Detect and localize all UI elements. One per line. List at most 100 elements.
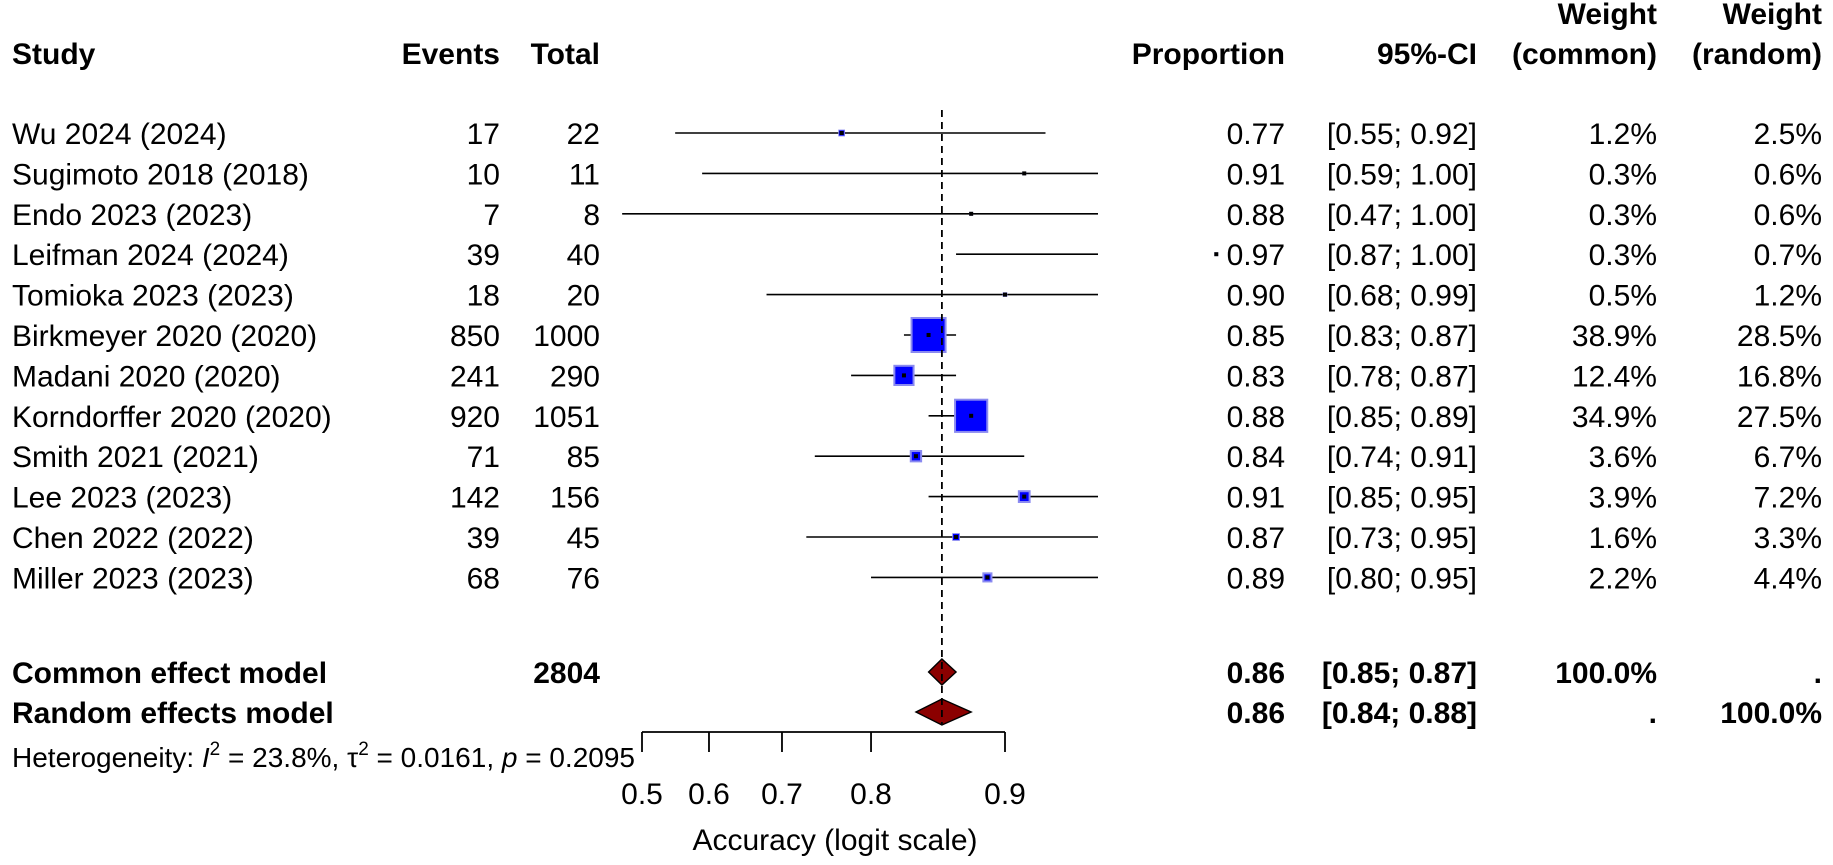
- i2-exponent: 2: [210, 739, 221, 760]
- pooled-weight-common: 100.0%: [1555, 657, 1657, 690]
- study-events: 850: [450, 320, 500, 353]
- study-row: Tomioka 2023 (2023) 18 20 0.90 [0.68; 0.99] 0…: [12, 280, 1822, 313]
- study-events: 68: [467, 562, 500, 595]
- header-weight-random-line1: Weight: [1723, 0, 1822, 31]
- study-point: [839, 131, 844, 135]
- study-name: Leifman 2024 (2024): [12, 239, 289, 272]
- study-rows: Wu 2024 (2024) 17 22 0.77 [0.55; 0.92] 1.2% 2.…: [12, 118, 1822, 595]
- study-total: 290: [550, 360, 600, 393]
- study-weight-common: 38.9%: [1572, 320, 1657, 353]
- header-ci: 95%-CI: [1377, 38, 1477, 71]
- study-row: Miller 2023 (2023) 68 76 0.89 [0.80; 0.95] 2.…: [12, 562, 1822, 595]
- study-name: Miller 2023 (2023): [12, 562, 254, 595]
- p-value: = 0.2095: [517, 742, 635, 773]
- study-proportion: 0.77: [1227, 118, 1285, 151]
- study-point: [1022, 494, 1027, 499]
- study-proportion: 0.83: [1227, 360, 1285, 393]
- study-ci: [0.55; 0.92]: [1327, 118, 1477, 151]
- study-point: [901, 373, 906, 378]
- study-weight-random: 3.3%: [1754, 522, 1822, 555]
- study-events: 920: [450, 401, 500, 434]
- study-proportion: 0.84: [1227, 441, 1285, 474]
- study-weight-random: 0.7%: [1754, 239, 1822, 272]
- study-row: Madani 2020 (2020) 241 290 0.83 [0.78; 0.87]…: [12, 360, 1822, 393]
- pooled-name: Common effect model: [12, 657, 327, 690]
- study-events: 17: [467, 118, 500, 151]
- study-name: Lee 2023 (2023): [12, 482, 232, 515]
- study-events: 71: [467, 441, 500, 474]
- study-ci: [0.83; 0.87]: [1327, 320, 1477, 353]
- study-proportion: 0.88: [1227, 199, 1285, 232]
- study-proportion: 0.97: [1227, 239, 1285, 272]
- pooled-ci: [0.84; 0.88]: [1322, 697, 1477, 730]
- study-events: 10: [467, 158, 500, 191]
- study-total: 40: [567, 239, 600, 272]
- x-tick-label: 0.5: [621, 778, 663, 811]
- study-total: 8: [583, 199, 600, 232]
- study-events: 241: [450, 360, 500, 393]
- header-total: Total: [531, 38, 600, 71]
- study-total: 1051: [533, 401, 600, 434]
- study-weight-common: 3.6%: [1589, 441, 1657, 474]
- study-name: Wu 2024 (2024): [12, 118, 227, 151]
- study-weight-common: 0.3%: [1589, 158, 1657, 191]
- header-weight-common-line1: Weight: [1558, 0, 1657, 31]
- study-events: 18: [467, 280, 500, 313]
- study-weight-common: 2.2%: [1589, 562, 1657, 595]
- i2-value: = 23.8%,: [220, 742, 347, 773]
- study-ci: [0.68; 0.99]: [1327, 280, 1477, 313]
- x-tick-label: 0.6: [688, 778, 730, 811]
- pooled-proportion: 0.86: [1227, 697, 1285, 730]
- study-weight-common: 0.3%: [1589, 239, 1657, 272]
- i2-symbol: I: [202, 742, 210, 773]
- study-weight-random: 1.2%: [1754, 280, 1822, 313]
- study-events: 39: [467, 522, 500, 555]
- study-row: Leifman 2024 (2024) 39 40 0.97 [0.87; 1.00] 0…: [12, 239, 1822, 272]
- study-proportion: 0.91: [1227, 482, 1285, 515]
- study-ci: [0.85; 0.95]: [1327, 482, 1477, 515]
- study-name: Endo 2023 (2023): [12, 199, 252, 232]
- study-weight-common: 1.2%: [1589, 118, 1657, 151]
- study-total: 20: [567, 280, 600, 313]
- study-events: 39: [467, 239, 500, 272]
- study-point: [1214, 252, 1219, 257]
- study-ci: [0.78; 0.87]: [1327, 360, 1477, 393]
- study-name: Chen 2022 (2022): [12, 522, 254, 555]
- study-row: Birkmeyer 2020 (2020) 850 1000 0.85 [0.83; 0…: [12, 317, 1822, 353]
- header-proportion: Proportion: [1132, 38, 1285, 71]
- study-proportion: 0.85: [1227, 320, 1285, 353]
- study-row: Wu 2024 (2024) 17 22 0.77 [0.55; 0.92] 1.2% 2.…: [12, 118, 1822, 151]
- pooled-total: 2804: [533, 657, 600, 690]
- study-events: 142: [450, 482, 500, 515]
- study-name: Madani 2020 (2020): [12, 360, 281, 393]
- pooled-rows: Common effect model 2804 0.86 [0.85; 0.87] 1…: [12, 657, 1822, 730]
- study-weight-random: 0.6%: [1754, 158, 1822, 191]
- study-weight-random: 28.5%: [1737, 320, 1822, 353]
- x-tick-label: 0.7: [761, 778, 803, 811]
- study-total: 45: [567, 522, 600, 555]
- study-name: Korndorffer 2020 (2020): [12, 401, 332, 434]
- header-study: Study: [12, 38, 96, 71]
- pooled-diamond: [914, 698, 973, 726]
- study-total: 76: [567, 562, 600, 595]
- heterogeneity-text: Heterogeneity: I2 = 23.8%, τ2 = 0.0161, …: [12, 739, 635, 773]
- pooled-row: Random effects model 0.86 [0.84; 0.88]. 100…: [12, 697, 1822, 730]
- tau-symbol: τ: [347, 742, 358, 773]
- study-point: [969, 211, 974, 216]
- study-name: Tomioka 2023 (2023): [12, 280, 294, 313]
- heterogeneity-prefix: Heterogeneity:: [12, 742, 202, 773]
- x-tick-label: 0.9: [984, 778, 1026, 811]
- study-weight-random: 4.4%: [1754, 562, 1822, 595]
- study-weight-random: 0.6%: [1754, 199, 1822, 232]
- pooled-weight-common: .: [1649, 697, 1657, 730]
- study-events: 7: [483, 199, 500, 232]
- study-proportion: 0.91: [1227, 158, 1285, 191]
- study-ci: [0.73; 0.95]: [1327, 522, 1477, 555]
- pooled-diamond: [927, 658, 958, 686]
- study-name: Birkmeyer 2020 (2020): [12, 320, 317, 353]
- study-ci: [0.59; 1.00]: [1327, 158, 1477, 191]
- study-point: [913, 454, 918, 459]
- study-total: 156: [550, 482, 600, 515]
